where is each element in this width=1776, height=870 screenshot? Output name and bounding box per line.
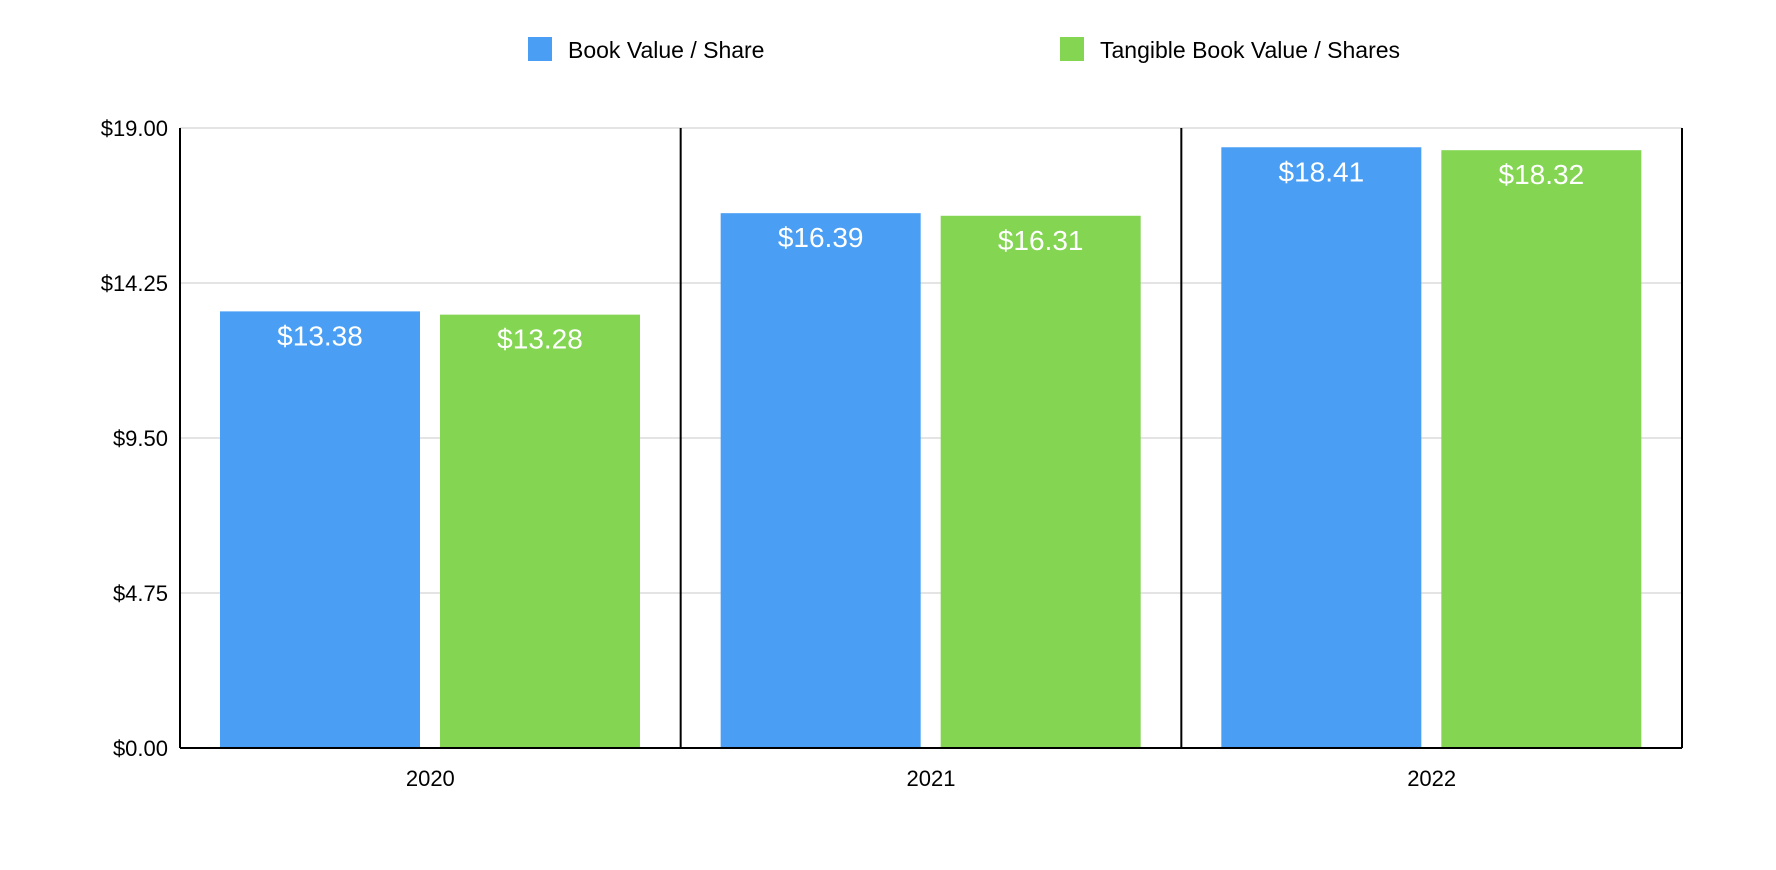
y-tick-label: $14.25: [101, 271, 168, 296]
x-category-label: 2022: [1407, 766, 1456, 791]
data-label: $13.38: [277, 320, 363, 351]
bar-tangible-book-value-2022: [1441, 150, 1642, 749]
bars: [220, 147, 1642, 749]
bar-book-value-2022: [1221, 147, 1422, 748]
data-labels: $13.38 $13.28 $16.39 $16.31 $18.41 $18.32: [277, 156, 1584, 354]
axes: [179, 128, 1683, 749]
legend: Book Value / Share Tangible Book Value / …: [528, 37, 1400, 63]
y-axis-ticks: $0.00 $4.75 $9.50 $14.25 $19.00: [101, 116, 168, 761]
data-label: $18.41: [1279, 156, 1365, 187]
data-label: $18.32: [1499, 159, 1585, 190]
bar-tangible-book-value-2020: [440, 314, 640, 748]
legend-swatch: [1060, 37, 1084, 61]
y-tick-label: $9.50: [113, 426, 168, 451]
bar-book-value-2021: [720, 213, 921, 748]
data-label: $13.28: [497, 324, 583, 355]
legend-swatch: [528, 37, 552, 61]
gridlines: [180, 127, 1682, 594]
x-category-label: 2020: [406, 766, 455, 791]
data-label: $16.39: [778, 222, 864, 253]
bar-book-value-2020: [220, 311, 420, 748]
y-tick-label: $0.00: [113, 736, 168, 761]
x-axis-categories: 2020 2021 2022: [406, 766, 1456, 791]
legend-label: Tangible Book Value / Shares: [1100, 37, 1400, 63]
legend-label: Book Value / Share: [568, 37, 764, 63]
bar-tangible-book-value-2021: [940, 215, 1141, 749]
x-category-label: 2021: [907, 766, 956, 791]
y-tick-label: $4.75: [113, 581, 168, 606]
data-label: $16.31: [998, 225, 1084, 256]
y-tick-label: $19.00: [101, 116, 168, 141]
